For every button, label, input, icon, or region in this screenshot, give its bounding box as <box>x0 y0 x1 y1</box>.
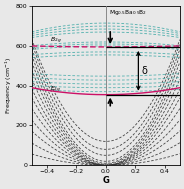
Y-axis label: Frequency (cm$^{-1}$): Frequency (cm$^{-1}$) <box>4 57 15 114</box>
X-axis label: G: G <box>102 176 109 185</box>
Text: $E_{2g}$: $E_{2g}$ <box>49 84 61 94</box>
Text: δ: δ <box>141 66 147 76</box>
Text: $B_{2g}$: $B_{2g}$ <box>49 36 61 46</box>
Text: Mg$_{0.5}$Ba$_{0.5}$B$_2$: Mg$_{0.5}$Ba$_{0.5}$B$_2$ <box>109 8 147 17</box>
